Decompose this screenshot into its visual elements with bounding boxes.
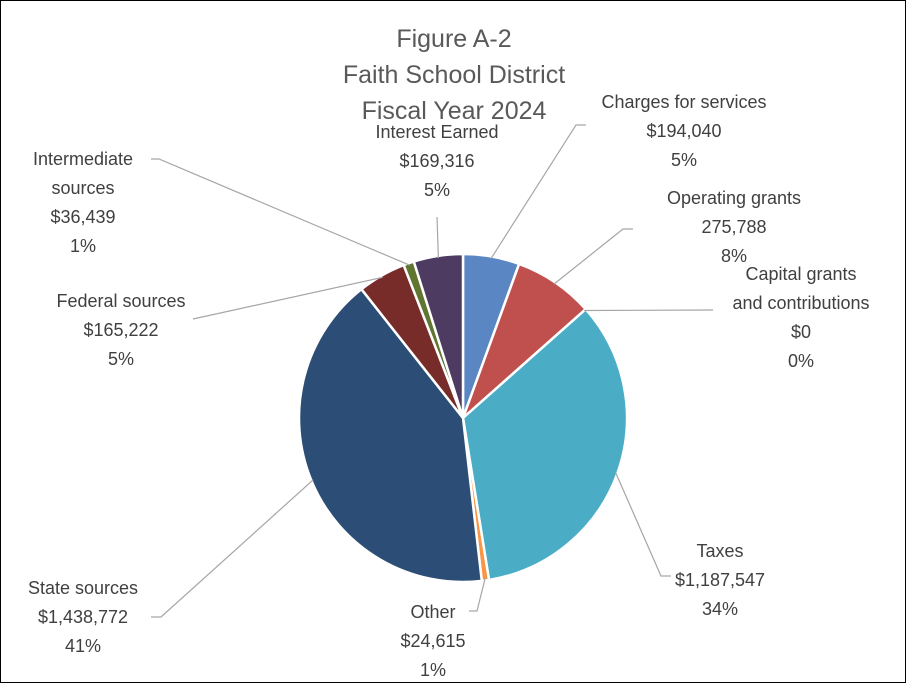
data-label-name: Charges for services — [601, 92, 766, 112]
data-label-percent: 1% — [420, 660, 446, 680]
data-label-percent: 5% — [424, 180, 450, 200]
data-label-value: $1,438,772 — [38, 607, 128, 627]
data-label-name: Taxes — [696, 541, 743, 561]
data-label-intermediate-sources: Intermediate sources $36,439 1% — [33, 149, 133, 256]
data-label-percent: 34% — [702, 599, 738, 619]
chart-title-line-1: Figure A-2 — [396, 25, 511, 53]
data-label-taxes: Taxes $1,187,547 34% — [675, 541, 765, 619]
data-label-value: $0 — [791, 322, 811, 342]
leader-line-intermediate-sources — [151, 158, 410, 266]
data-label-operating-grants: Operating grants 275,788 8% — [667, 188, 801, 266]
data-label-charges-for-services: Charges for services $194,040 5% — [601, 92, 766, 170]
data-label-name: and contributions — [732, 293, 869, 313]
leader-line-state-sources — [151, 479, 314, 618]
data-label-name: Capital grants — [745, 264, 856, 284]
data-label-federal-sources: Federal sources $165,222 5% — [56, 291, 185, 369]
data-label-percent: 5% — [108, 349, 134, 369]
chart-title: Figure A-2 Faith School District Fiscal … — [343, 25, 565, 125]
data-label-value: $165,222 — [83, 320, 158, 340]
pie-slice-taxes — [461, 307, 629, 582]
data-label-value: $36,439 — [50, 207, 115, 227]
data-label-value: $24,615 — [400, 631, 465, 651]
data-labels: Charges for services $194,040 5% Operating … — [28, 92, 870, 680]
leader-line-federal-sources — [192, 276, 383, 320]
data-label-value: 275,788 — [701, 217, 766, 237]
data-label-percent: 8% — [721, 246, 747, 266]
leader-line-taxes — [615, 472, 671, 577]
data-label-value: $1,187,547 — [675, 570, 765, 590]
leader-line-capital-grants-and-contributions — [584, 309, 714, 312]
leader-line-other — [469, 578, 486, 612]
data-label-name: Federal sources — [56, 291, 185, 311]
pie-slice-state-sources — [297, 287, 484, 584]
data-label-name: State sources — [28, 578, 138, 598]
data-label-capital-grants-and-contributions: Capital grants and contributions $0 0% — [732, 264, 869, 371]
data-label-name: Other — [410, 602, 455, 622]
data-label-percent: 0% — [788, 351, 814, 371]
data-label-name: Interest Earned — [375, 122, 498, 142]
leader-line-charges-for-services — [490, 124, 586, 259]
leader-lines — [151, 124, 714, 618]
leader-line-operating-grants — [553, 228, 633, 285]
data-label-other: Other $24,615 1% — [400, 602, 465, 680]
data-label-name: sources — [51, 178, 114, 198]
data-label-percent: 1% — [70, 236, 96, 256]
pie-slices — [297, 252, 629, 584]
data-label-name: Intermediate — [33, 149, 133, 169]
data-label-percent: 5% — [671, 150, 697, 170]
chart-title-line-2: Faith School District — [343, 61, 565, 89]
leader-line-interest-earned — [436, 216, 439, 258]
data-label-percent: 41% — [65, 636, 101, 656]
data-label-interest-earned: Interest Earned $169,316 5% — [375, 122, 498, 200]
data-label-name: Operating grants — [667, 188, 801, 208]
data-label-state-sources: State sources $1,438,772 41% — [28, 578, 138, 656]
chart-title-line-3: Fiscal Year 2024 — [362, 97, 547, 125]
data-label-value: $194,040 — [646, 121, 721, 141]
data-label-value: $169,316 — [399, 151, 474, 171]
